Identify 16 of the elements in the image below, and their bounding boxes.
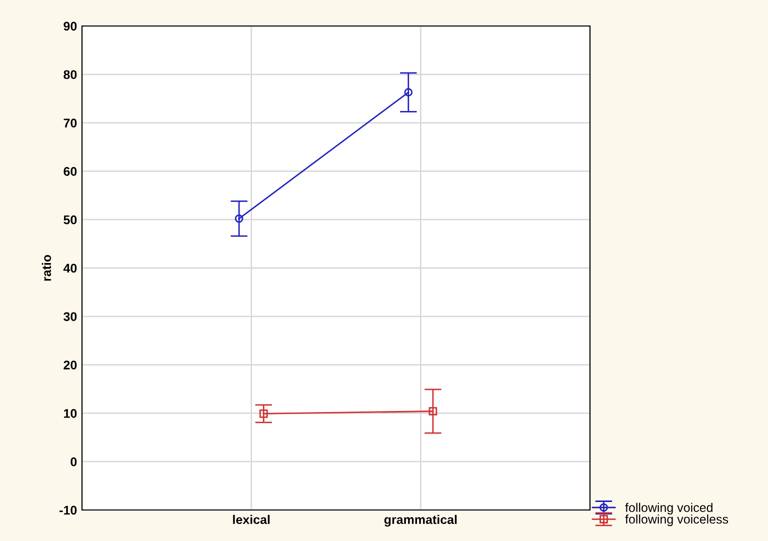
- y-tick-label: 10: [64, 409, 77, 418]
- y-axis-title: ratio: [42, 254, 52, 281]
- y-tick-label: -10: [60, 506, 77, 515]
- y-tick-label: 20: [64, 360, 77, 370]
- x-tick-label: lexical: [233, 514, 270, 524]
- legend-label: following voiced: [625, 502, 712, 514]
- y-tick-label: 60: [64, 167, 77, 176]
- y-tick-label: 40: [63, 264, 77, 273]
- y-tick-label: 50: [64, 215, 77, 224]
- y-tick-label: 0: [70, 457, 77, 466]
- y-tick-label: 80: [64, 70, 77, 80]
- y-tick-label: 70: [64, 118, 77, 128]
- x-tick-label: grammatical: [384, 514, 457, 527]
- y-tick-label: 90: [64, 22, 77, 31]
- y-tick-label: 30: [64, 312, 77, 322]
- legend-label: following voiceless: [625, 514, 728, 526]
